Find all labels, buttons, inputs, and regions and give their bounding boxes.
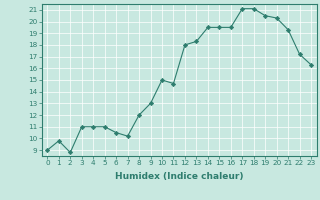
X-axis label: Humidex (Indice chaleur): Humidex (Indice chaleur)	[115, 172, 244, 181]
